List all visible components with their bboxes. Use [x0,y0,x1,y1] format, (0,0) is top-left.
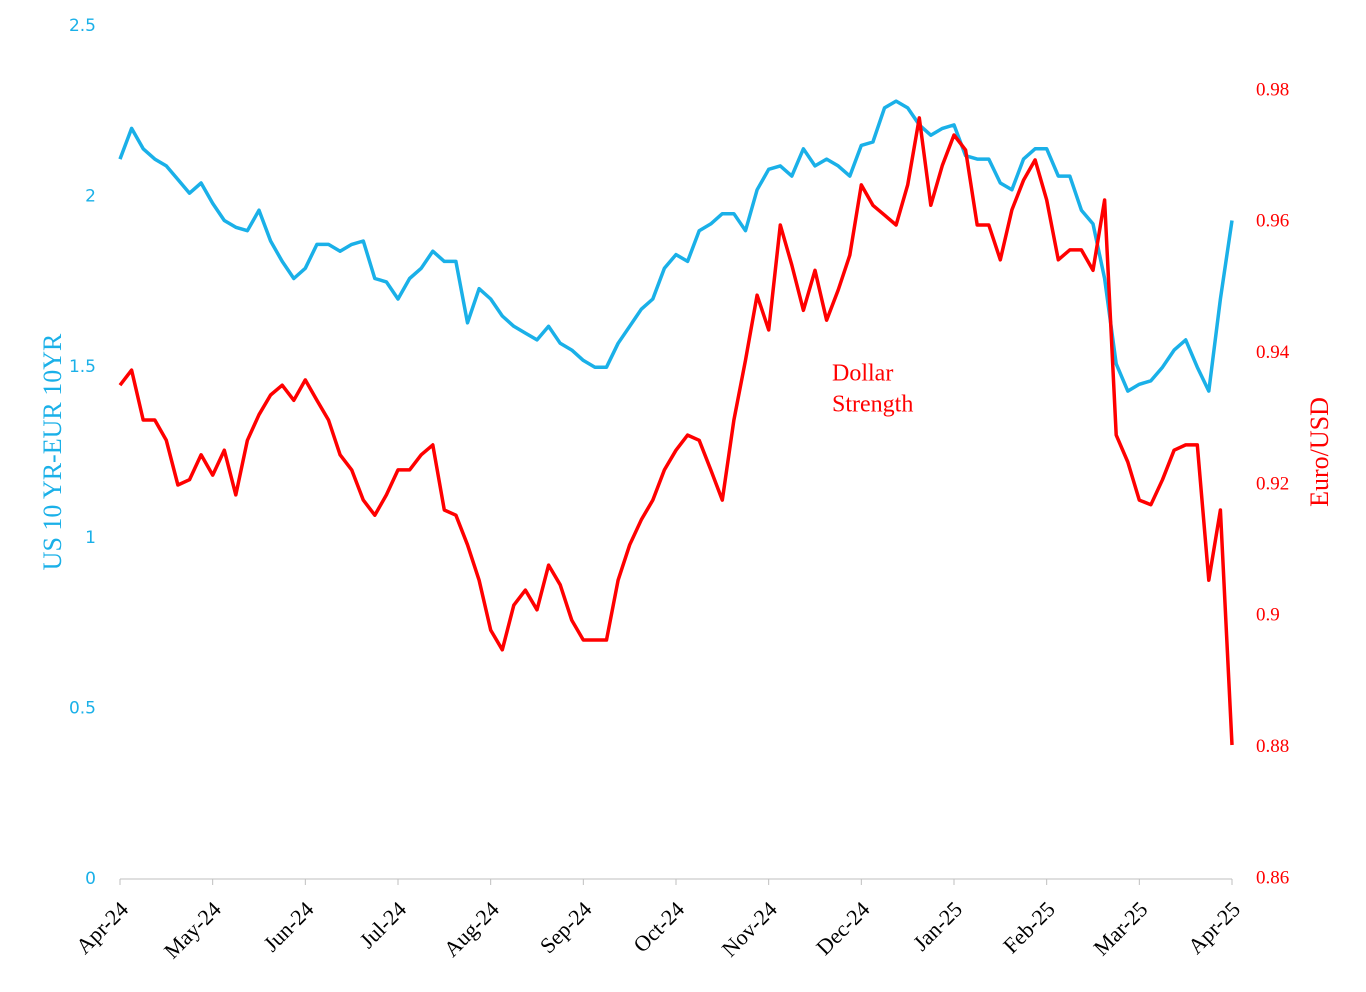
y-tick-label: 1 [85,528,96,548]
y2-tick-label: 0.88 [1256,736,1289,757]
x-tick-label: Jul-24 [355,896,412,953]
y-tick-label: 0.5 [69,698,96,718]
x-tick-label: Mar-25 [1088,896,1152,960]
y-axis-label: US 10 YR-EUR 10YR [38,333,67,570]
x-tick-label: Apr-24 [71,896,133,958]
x-tick-label: Apr-25 [1183,896,1245,958]
y2-tick-label: 0.86 [1256,867,1289,888]
y2-tick-label: 0.9 [1256,605,1280,626]
x-tick-label: Jan-25 [908,896,967,955]
x-tick-label: Sep-24 [535,896,597,958]
y2-axis-label: Euro/USD [1305,397,1334,507]
y-tick-label: 2 [85,187,96,207]
x-tick-label: Dec-24 [811,896,874,959]
y2-tick-label: 0.94 [1256,342,1290,363]
y2-tick-label: 0.96 [1256,211,1289,232]
y-tick-label: 1.5 [69,357,96,377]
annotation: Strength [832,392,913,418]
y2-tick-label: 0.98 [1256,79,1289,100]
annotation: Dollar [832,361,893,387]
x-tick-label: Oct-24 [628,896,689,957]
x-tick-label: Nov-24 [717,896,782,961]
y-tick-label: 0 [85,869,96,889]
x-tick-label: Aug-24 [439,896,504,961]
x-tick-label: Jun-24 [258,896,318,956]
x-tick-label: May-24 [159,896,226,963]
x-tick-label: Feb-25 [998,896,1060,958]
series-line [118,116,1234,746]
y-tick-label: 2.5 [69,16,96,36]
series-line [118,99,1234,393]
y2-tick-label: 0.92 [1256,473,1289,494]
